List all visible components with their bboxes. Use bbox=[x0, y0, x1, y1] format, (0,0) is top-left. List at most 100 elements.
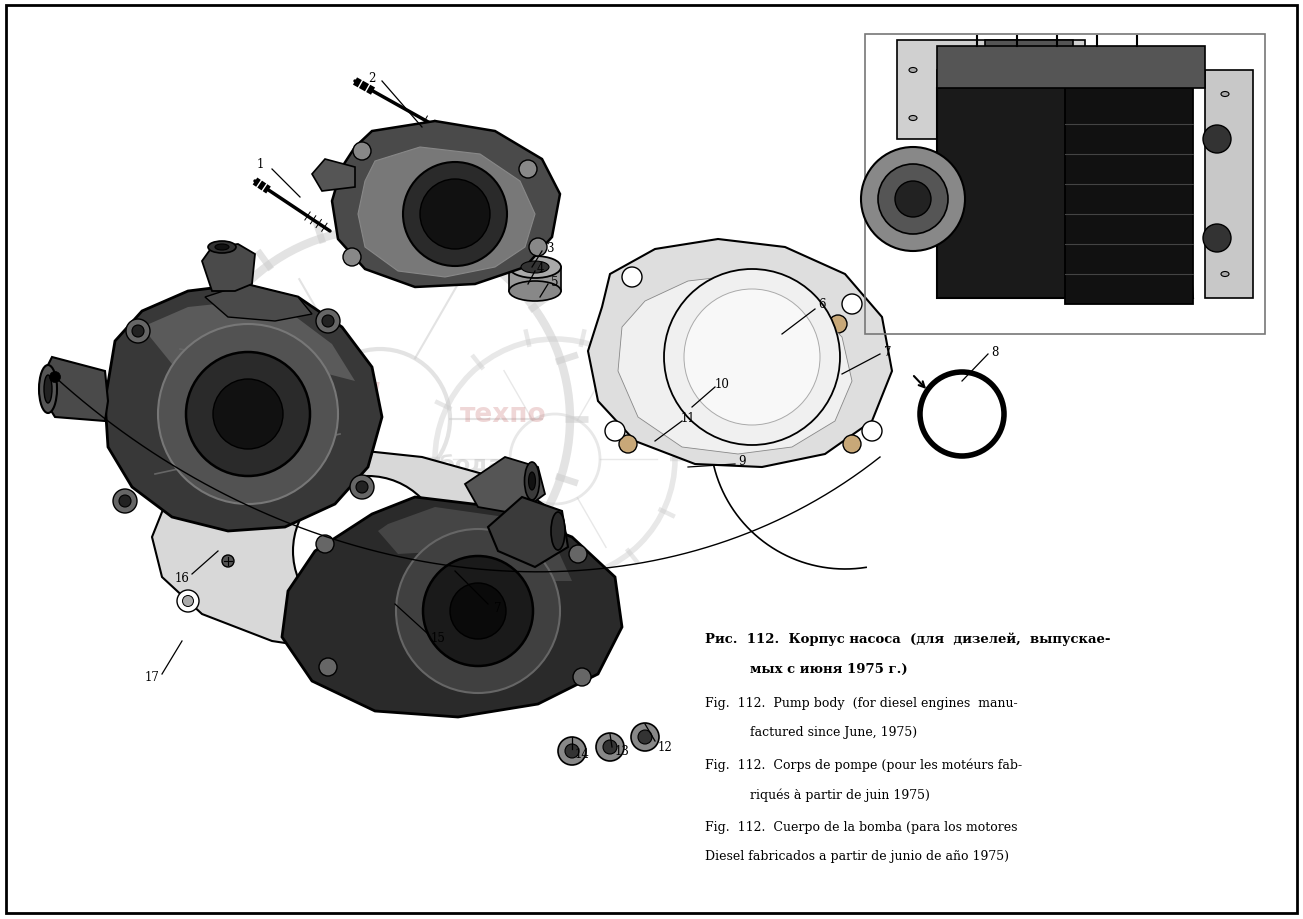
Ellipse shape bbox=[1221, 272, 1229, 278]
Circle shape bbox=[212, 380, 283, 449]
Circle shape bbox=[1203, 126, 1231, 153]
Text: 1: 1 bbox=[257, 158, 263, 171]
Text: 10: 10 bbox=[714, 378, 730, 391]
Circle shape bbox=[317, 310, 340, 334]
Circle shape bbox=[50, 372, 60, 383]
Text: 17: 17 bbox=[145, 671, 159, 684]
Text: 13: 13 bbox=[615, 744, 629, 757]
Circle shape bbox=[450, 584, 506, 640]
Polygon shape bbox=[489, 497, 568, 567]
Polygon shape bbox=[588, 240, 893, 468]
Text: 9: 9 bbox=[739, 455, 745, 468]
Circle shape bbox=[631, 723, 659, 751]
Polygon shape bbox=[202, 244, 255, 291]
Circle shape bbox=[351, 475, 374, 499]
Circle shape bbox=[546, 608, 558, 619]
Text: 4: 4 bbox=[537, 261, 543, 274]
Ellipse shape bbox=[551, 513, 566, 550]
Text: 15: 15 bbox=[430, 630, 446, 644]
Circle shape bbox=[119, 495, 132, 507]
Circle shape bbox=[186, 353, 310, 476]
Circle shape bbox=[177, 590, 199, 612]
Circle shape bbox=[182, 596, 194, 607]
Text: Diesel fabricados a partir de junio de año 1975): Diesel fabricados a partir de junio de a… bbox=[705, 849, 1009, 862]
Text: техпо: техпо bbox=[460, 402, 547, 427]
Text: 6: 6 bbox=[818, 298, 826, 312]
Text: 2: 2 bbox=[369, 72, 375, 85]
Text: мых с июня 1975 г.): мых с июня 1975 г.) bbox=[751, 663, 908, 675]
Circle shape bbox=[132, 325, 145, 337]
Ellipse shape bbox=[509, 282, 562, 301]
Ellipse shape bbox=[909, 117, 917, 121]
Bar bbox=[865, 35, 1265, 335]
Polygon shape bbox=[465, 458, 545, 515]
Polygon shape bbox=[612, 278, 865, 464]
Ellipse shape bbox=[44, 376, 52, 403]
Text: 7: 7 bbox=[494, 601, 502, 614]
Ellipse shape bbox=[529, 472, 536, 491]
Text: 16: 16 bbox=[175, 571, 189, 584]
Polygon shape bbox=[311, 160, 354, 192]
Circle shape bbox=[605, 422, 625, 441]
Circle shape bbox=[356, 482, 367, 494]
Circle shape bbox=[403, 163, 507, 267]
Polygon shape bbox=[205, 285, 311, 322]
Polygon shape bbox=[1065, 80, 1194, 305]
Text: Рис.  112.  Корпус насоса  (для  дизелей,  выпускае-: Рис. 112. Корпус насоса (для дизелей, вы… bbox=[705, 631, 1110, 645]
Polygon shape bbox=[332, 122, 560, 288]
Circle shape bbox=[665, 269, 840, 446]
Text: riqués à partir de juin 1975): riqués à partir de juin 1975) bbox=[751, 788, 930, 801]
Text: родбода: родбода bbox=[390, 454, 503, 475]
Polygon shape bbox=[985, 41, 1072, 80]
Circle shape bbox=[319, 658, 337, 676]
Circle shape bbox=[895, 182, 932, 218]
Circle shape bbox=[420, 180, 490, 250]
Circle shape bbox=[558, 737, 586, 766]
Circle shape bbox=[684, 289, 820, 425]
Circle shape bbox=[322, 315, 334, 328]
Ellipse shape bbox=[1221, 93, 1229, 97]
Ellipse shape bbox=[39, 366, 57, 414]
Circle shape bbox=[619, 436, 637, 453]
Text: factured since June, 1975): factured since June, 1975) bbox=[751, 726, 917, 739]
Circle shape bbox=[878, 165, 949, 234]
Text: 5: 5 bbox=[551, 275, 559, 289]
Circle shape bbox=[541, 604, 563, 625]
Circle shape bbox=[194, 457, 216, 479]
Circle shape bbox=[863, 422, 882, 441]
Circle shape bbox=[199, 462, 211, 473]
Text: Fig.  112.  Corps de pompe (pour les motéurs fab-: Fig. 112. Corps de pompe (pour les motéu… bbox=[705, 758, 1022, 772]
Circle shape bbox=[1203, 225, 1231, 253]
Polygon shape bbox=[378, 507, 572, 582]
Circle shape bbox=[622, 267, 642, 288]
Circle shape bbox=[396, 529, 560, 693]
Polygon shape bbox=[152, 448, 575, 654]
Polygon shape bbox=[106, 285, 382, 531]
Ellipse shape bbox=[509, 256, 562, 278]
Text: 3: 3 bbox=[546, 241, 554, 255]
Polygon shape bbox=[896, 41, 1085, 140]
Circle shape bbox=[595, 733, 624, 761]
Circle shape bbox=[529, 239, 547, 256]
Polygon shape bbox=[937, 47, 1205, 89]
Text: 7: 7 bbox=[885, 346, 891, 358]
Text: 11: 11 bbox=[680, 411, 696, 424]
Circle shape bbox=[343, 249, 361, 267]
Polygon shape bbox=[42, 357, 108, 422]
Circle shape bbox=[638, 731, 652, 744]
Polygon shape bbox=[1205, 71, 1253, 299]
Polygon shape bbox=[142, 301, 354, 381]
Text: 7: 7 bbox=[298, 377, 380, 492]
Circle shape bbox=[158, 324, 337, 505]
Circle shape bbox=[293, 476, 443, 627]
Circle shape bbox=[603, 740, 618, 754]
Text: Fig.  112.  Cuerpo de la bomba (para los motores: Fig. 112. Cuerpo de la bomba (para los m… bbox=[705, 820, 1018, 833]
Circle shape bbox=[829, 315, 847, 334]
Circle shape bbox=[353, 142, 371, 161]
Ellipse shape bbox=[521, 262, 549, 274]
Circle shape bbox=[573, 668, 592, 686]
Text: Fig.  112.  Pump body  (for diesel engines  manu-: Fig. 112. Pump body (for diesel engines … bbox=[705, 697, 1018, 709]
Ellipse shape bbox=[215, 244, 229, 251]
Polygon shape bbox=[281, 497, 622, 717]
Circle shape bbox=[317, 536, 334, 553]
